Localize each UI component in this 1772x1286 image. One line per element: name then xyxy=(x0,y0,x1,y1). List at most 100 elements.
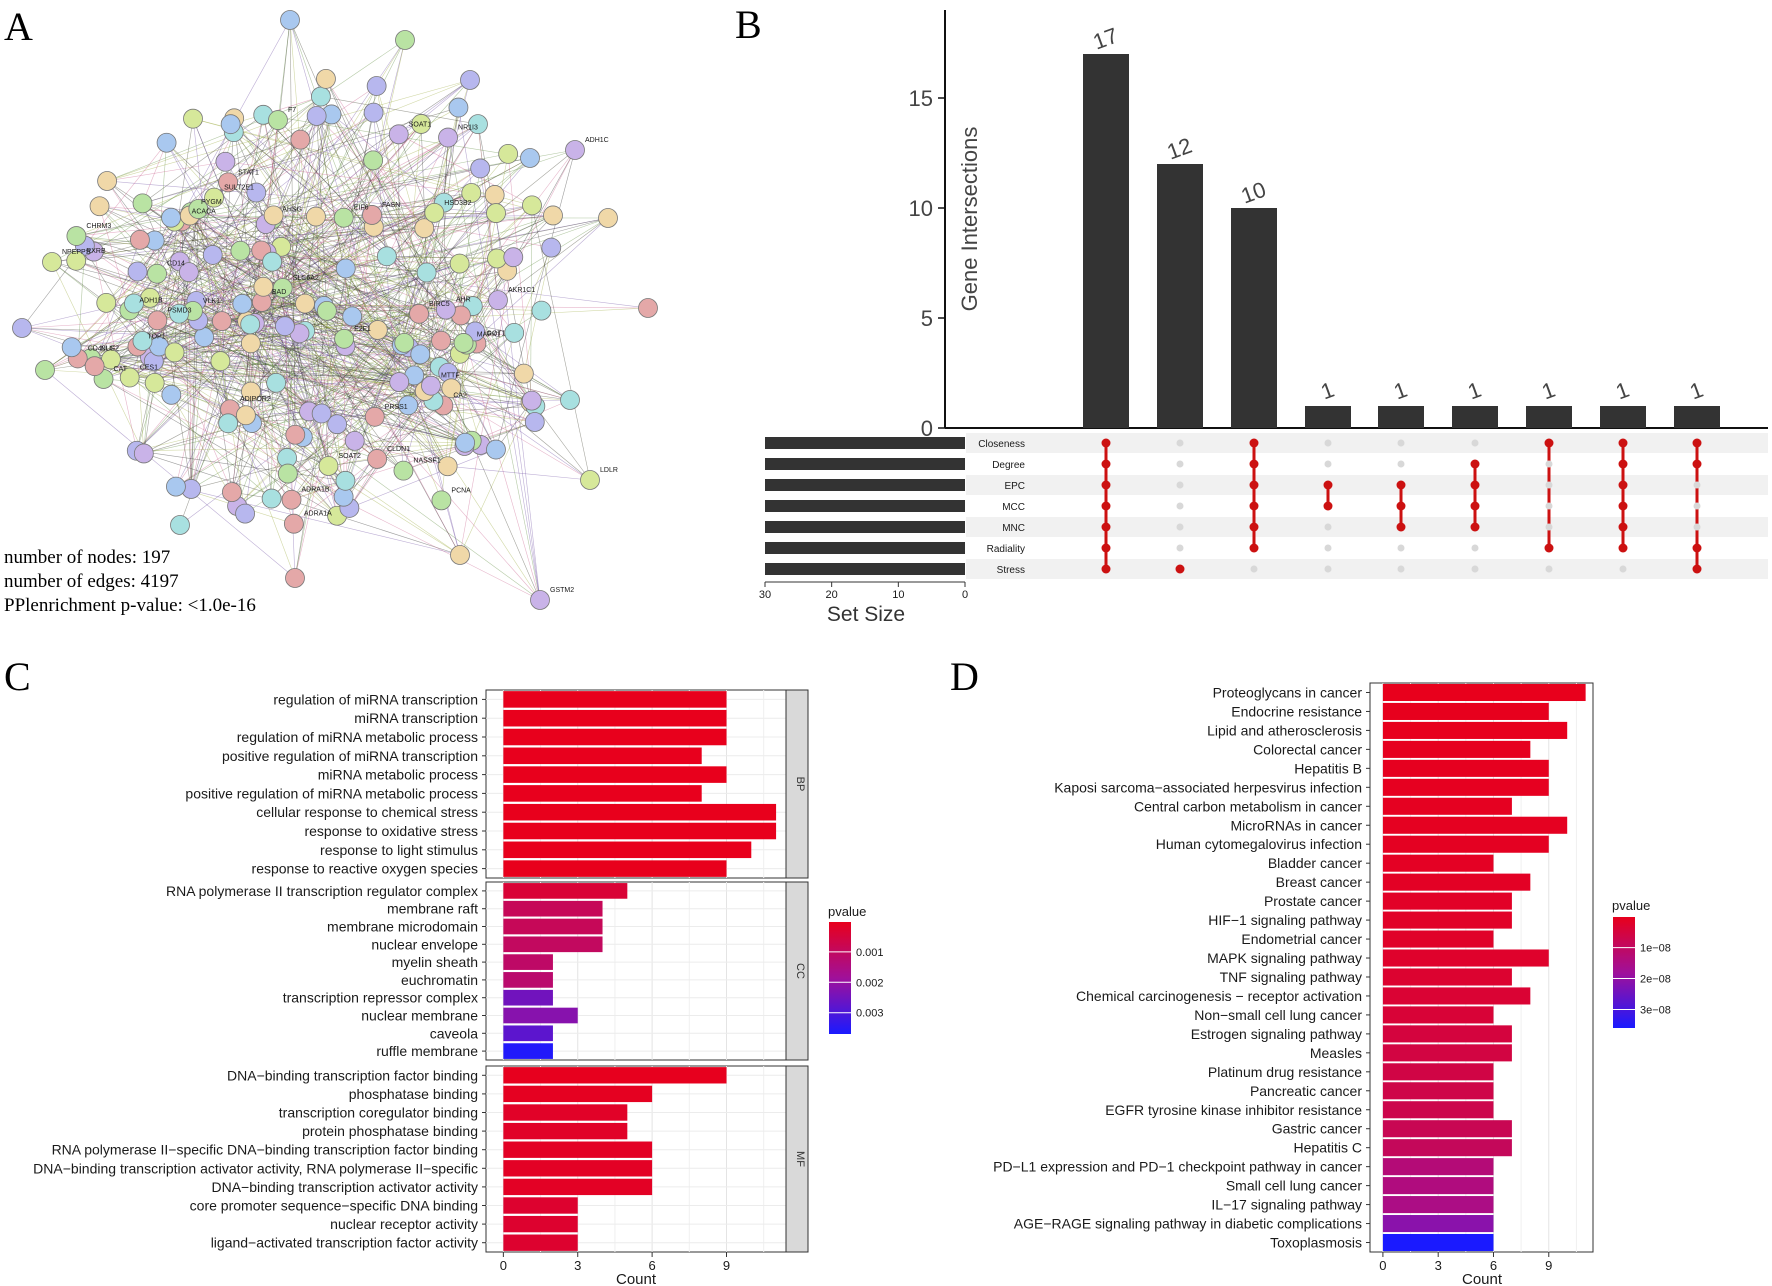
network-node xyxy=(560,390,580,410)
network-node xyxy=(461,183,482,203)
network-edge xyxy=(179,192,257,262)
upset-set-label: Radiality xyxy=(987,544,1025,555)
network-edge xyxy=(76,260,444,406)
network-node xyxy=(363,102,384,123)
upset-dot-active xyxy=(1692,543,1702,553)
network-node-label: CD40LG xyxy=(88,345,115,352)
go-term-bar xyxy=(503,747,702,765)
upset-intersection-bar xyxy=(1378,406,1424,428)
network-node-label: MTTF xyxy=(441,373,460,380)
network-edge xyxy=(316,115,499,301)
network-edge xyxy=(300,139,442,501)
network-edge xyxy=(107,119,279,182)
network-node-label: FASN xyxy=(382,202,400,209)
network-edge xyxy=(198,208,221,362)
network-edge xyxy=(142,123,422,204)
go-term-label: membrane raft xyxy=(387,901,478,917)
network-node-label: NASSF1 xyxy=(413,458,440,465)
go-term-bar xyxy=(503,728,727,746)
network-node xyxy=(450,545,470,565)
network-nodes: HSD3B2 SOAT1 SOAT2 AKR1C1 CES1 NR1I3 SULT2E1 AH… xyxy=(12,10,658,610)
upset-matrix-row-band xyxy=(966,433,1768,453)
network-node-label: AKR1C1 xyxy=(508,287,535,294)
network-edge xyxy=(401,123,422,346)
network-node xyxy=(521,390,542,411)
network-node xyxy=(240,314,261,335)
network-edge xyxy=(458,107,541,601)
upset-intersection-bar xyxy=(1526,406,1572,428)
network-node xyxy=(127,261,148,282)
network-node xyxy=(333,207,354,228)
go-term-bar xyxy=(503,1178,653,1196)
network-node xyxy=(431,330,451,351)
upset-dot-inactive xyxy=(1693,523,1701,531)
upset-dot-active xyxy=(1470,501,1480,511)
network-node xyxy=(416,262,437,283)
kegg-pathway-label: Breast cancer xyxy=(1276,874,1363,890)
upset-set-label: EPC xyxy=(1004,481,1025,492)
upset-set-label: Closeness xyxy=(978,439,1025,450)
network-edge xyxy=(293,405,444,524)
network-node xyxy=(147,263,167,284)
network-node-label: SOAT1 xyxy=(409,121,432,128)
network-edge xyxy=(282,123,422,289)
network-edge xyxy=(153,139,301,362)
network-edge xyxy=(192,118,229,424)
network-edge xyxy=(261,250,591,481)
go-term-bar xyxy=(503,1067,727,1084)
upset-dot-inactive xyxy=(1471,439,1479,447)
network-edge xyxy=(233,118,272,499)
go-term-bar xyxy=(503,1007,578,1024)
go-legend-tick-label: 0.002 xyxy=(856,977,884,989)
network-node xyxy=(272,278,293,298)
kegg-pathway-bar xyxy=(1382,911,1512,929)
network-node-label: BIRC5 xyxy=(429,301,450,308)
go-term-label: membrane microdomain xyxy=(327,919,478,935)
network-edge xyxy=(76,215,554,262)
network-edge xyxy=(233,118,379,331)
network-edge xyxy=(261,250,442,341)
network-edge xyxy=(271,261,353,317)
network-edge xyxy=(386,256,447,310)
network-edge xyxy=(250,343,400,383)
kegg-x-tick-label: 9 xyxy=(1545,1258,1552,1273)
network-edge xyxy=(535,406,591,481)
network-edge xyxy=(320,96,536,407)
network-edge xyxy=(230,124,541,601)
go-term-label: miRNA metabolic process xyxy=(318,767,478,783)
network-edge xyxy=(250,114,332,392)
go-term-bar xyxy=(503,841,752,859)
network-node-label: CLDN1 xyxy=(387,446,410,453)
network-edge xyxy=(443,137,449,203)
network-edge xyxy=(371,214,552,248)
network-node xyxy=(531,300,552,321)
kegg-pathway-bar xyxy=(1382,873,1531,891)
go-term-bar xyxy=(503,883,628,899)
network-edge xyxy=(136,444,481,452)
network-edge xyxy=(107,161,226,182)
network-node xyxy=(524,412,545,432)
network-edge xyxy=(284,326,296,435)
upset-dot-inactive xyxy=(1176,544,1184,552)
network-node-label: CA2 xyxy=(453,392,467,399)
network-edge xyxy=(263,205,533,288)
network-edge xyxy=(328,440,472,467)
network-node-count: number of nodes: 197 xyxy=(4,547,170,568)
go-term-label: DNA−binding transcription activator acti… xyxy=(211,1179,478,1195)
upset-dot-inactive xyxy=(1545,502,1553,510)
network-edge xyxy=(343,332,515,497)
network-node xyxy=(202,245,223,265)
network-node-label: LDLR xyxy=(600,467,618,474)
upset-dot-active xyxy=(1618,480,1628,490)
network-edge xyxy=(137,221,175,347)
network-edge xyxy=(263,286,481,446)
network-edge xyxy=(129,217,344,311)
network-node xyxy=(530,590,550,610)
kegg-pathway-label: Endocrine resistance xyxy=(1231,703,1362,719)
network-edge xyxy=(289,19,296,435)
network-node xyxy=(520,148,540,168)
upset-dot-active xyxy=(1544,543,1554,553)
kegg-pathway-bar xyxy=(1382,721,1568,739)
network-edge xyxy=(90,217,344,359)
network-edge xyxy=(245,400,532,416)
